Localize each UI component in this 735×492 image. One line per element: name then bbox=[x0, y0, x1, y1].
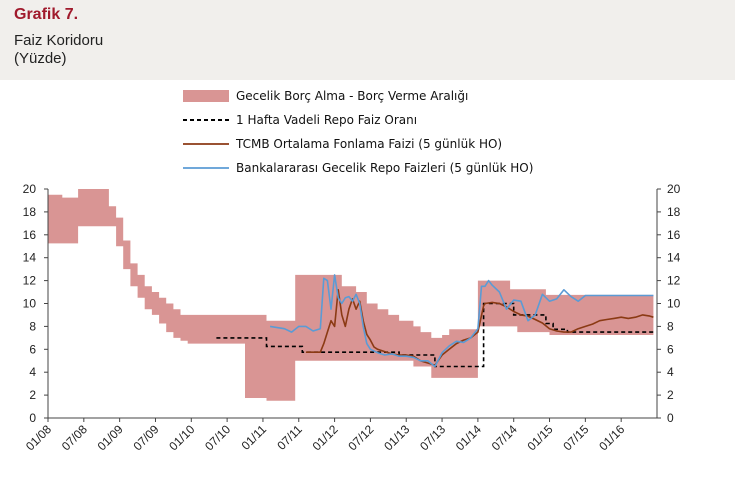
y-tick-label-right: 16 bbox=[667, 228, 681, 242]
y-tick-label-right: 18 bbox=[667, 205, 681, 219]
chart-header: Grafik 7. Faiz Koridoru (Yüzde) bbox=[0, 0, 735, 80]
x-tick-label: 07/09 bbox=[130, 422, 161, 453]
y-tick-label-right: 14 bbox=[667, 251, 681, 265]
series-line-repo-rate bbox=[216, 302, 654, 368]
x-tick-label: 07/08 bbox=[59, 422, 90, 453]
x-tick-label: 01/11 bbox=[239, 422, 270, 453]
legend: Gecelik Borç Alma - Borç Verme Aralığı 1 … bbox=[183, 89, 533, 175]
legend-label-funding-rate: TCMB Ortalama Fonlama Faizi (5 günlük HO… bbox=[235, 137, 502, 151]
x-tick-label: 07/12 bbox=[345, 422, 376, 453]
chart-title: Faiz Koridoru (Yüzde) bbox=[14, 32, 103, 68]
legend-label-repo-rate: 1 Hafta Vadeli Repo Faiz Oranı bbox=[236, 113, 417, 127]
y-tick-label-right: 12 bbox=[667, 274, 681, 288]
chart-title-line1: Faiz Koridoru bbox=[14, 32, 104, 49]
y-tick-label-right: 4 bbox=[667, 365, 674, 379]
y-tick-label-left: 20 bbox=[23, 182, 37, 196]
x-tick-label: 01/16 bbox=[596, 422, 627, 453]
x-tick-label: 01/14 bbox=[453, 422, 484, 453]
series-line-interbank-rate bbox=[269, 274, 654, 368]
chart-title-line2: (Yüzde) bbox=[14, 50, 67, 67]
x-tick-label: 07/13 bbox=[417, 422, 448, 453]
y-tick-label-right: 2 bbox=[667, 388, 674, 402]
y-tick-label-left: 0 bbox=[29, 411, 36, 425]
y-tick-label-left: 4 bbox=[29, 365, 36, 379]
corridor-band bbox=[48, 189, 654, 401]
x-tick-label: 01/12 bbox=[310, 422, 341, 453]
y-tick-label-left: 18 bbox=[23, 205, 37, 219]
y-tick-label-right: 6 bbox=[667, 342, 674, 356]
graph-label: Grafik 7. bbox=[14, 6, 79, 23]
y-tick-label-left: 12 bbox=[23, 274, 37, 288]
x-tick-label: 07/11 bbox=[274, 422, 305, 453]
x-tick-label: 07/10 bbox=[202, 422, 233, 453]
y-tick-label-left: 14 bbox=[23, 251, 37, 265]
x-tick-label: 07/15 bbox=[560, 422, 591, 453]
x-tick-label: 01/08 bbox=[23, 422, 54, 453]
x-tick-label: 07/14 bbox=[489, 422, 520, 453]
y-tick-label-right: 8 bbox=[667, 319, 674, 333]
corridor-area-group bbox=[48, 189, 654, 401]
x-tick-label: 01/13 bbox=[381, 422, 412, 453]
series-lines-group bbox=[216, 274, 654, 368]
y-tick-label-right: 0 bbox=[667, 411, 674, 425]
y-tick-label-left: 2 bbox=[29, 388, 36, 402]
legend-label-interbank-rate: Bankalararası Gecelik Repo Faizleri (5 g… bbox=[236, 161, 533, 175]
y-tick-label-left: 8 bbox=[29, 319, 36, 333]
y-tick-label-left: 6 bbox=[29, 342, 36, 356]
x-tick-label: 01/10 bbox=[166, 422, 197, 453]
y-tick-label-left: 10 bbox=[23, 297, 37, 311]
x-tick-label: 01/15 bbox=[525, 422, 556, 453]
y-tick-label-left: 16 bbox=[23, 228, 37, 242]
legend-swatch-corridor bbox=[183, 90, 229, 102]
legend-label-corridor: Gecelik Borç Alma - Borç Verme Aralığı bbox=[236, 89, 468, 103]
x-tick-label: 01/09 bbox=[95, 422, 126, 453]
y-tick-label-right: 20 bbox=[667, 182, 681, 196]
y-tick-label-right: 10 bbox=[667, 297, 681, 311]
